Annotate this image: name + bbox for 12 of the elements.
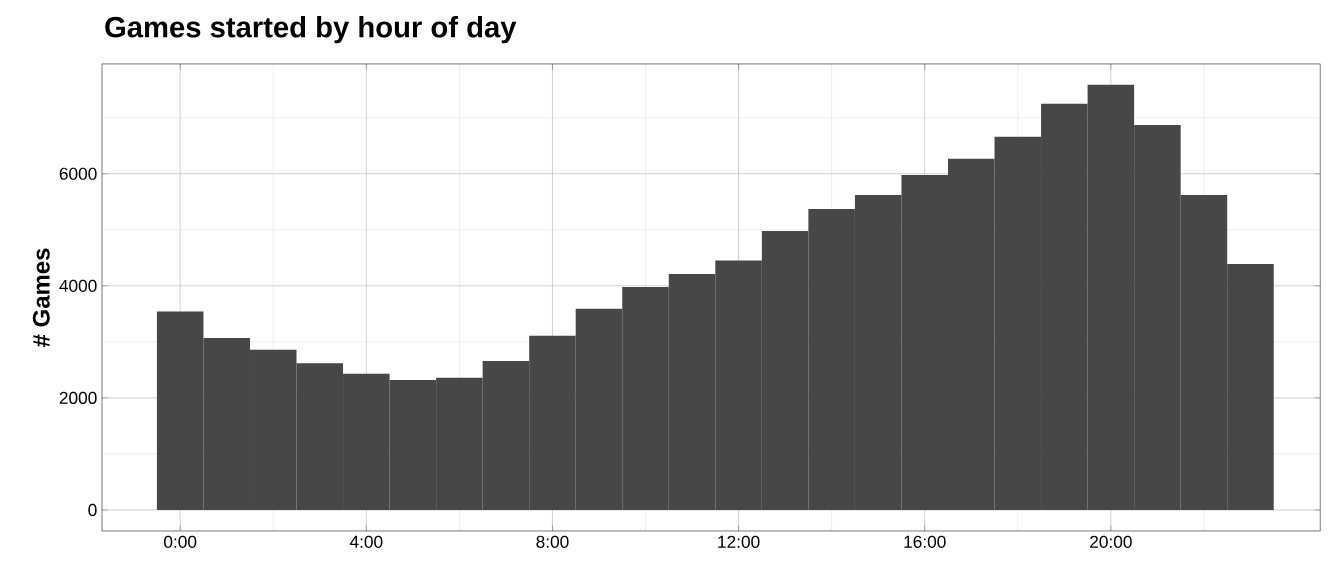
y-tick-label: 0 [88,503,97,517]
chart-title: Games started by hour of day [105,16,517,44]
y-axis-title: # Games [32,248,50,347]
x-tick-label: 4:00 [349,535,383,548]
x-tick-label: 8:00 [536,535,569,548]
x-tick-label: 0:00 [164,535,197,548]
x-tick-label: 12:00 [718,535,760,548]
y-tick-label: 4000 [59,279,97,292]
y-tick-label: 2000 [59,391,97,405]
x-tick-label: 20:00 [1090,535,1132,548]
x-tick-label: 16:00 [904,535,946,548]
y-tick-label: 6000 [59,167,97,180]
